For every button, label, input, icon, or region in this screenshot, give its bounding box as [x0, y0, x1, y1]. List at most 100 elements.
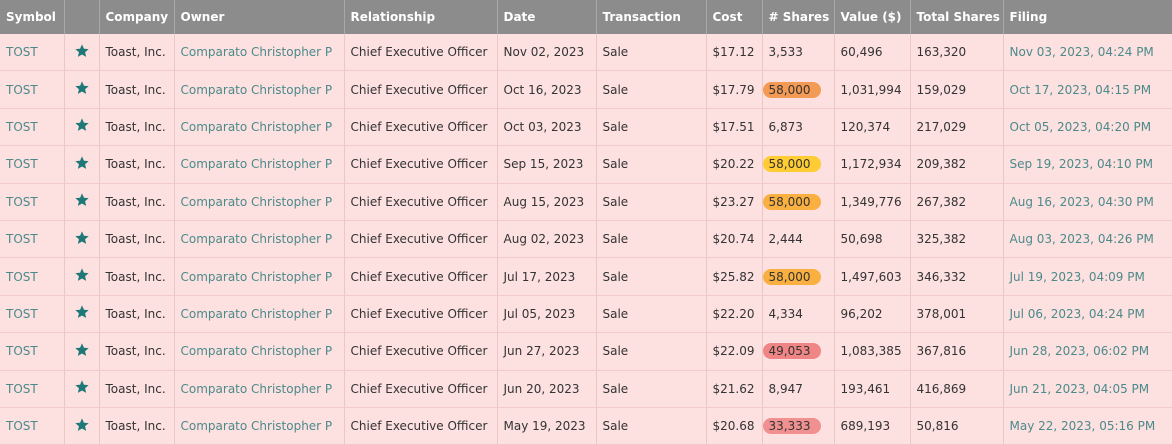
column-header[interactable]: Total Shares [910, 0, 1004, 34]
column-header[interactable]: Owner [174, 0, 345, 34]
company-cell: Toast, Inc. [99, 183, 175, 221]
watchlist-star[interactable] [74, 417, 90, 433]
table-row: TOST Toast, Inc. Comparato Christopher P Ch… [0, 34, 1172, 72]
watchlist-star[interactable] [74, 379, 90, 395]
symbol-cell: TOST [0, 220, 65, 259]
filing-link[interactable]: Jul 19, 2023, 04:09 PM [1009, 269, 1145, 284]
symbol-link[interactable]: TOST [6, 306, 38, 321]
filing-link[interactable]: Sep 19, 2023, 04:10 PM [1009, 157, 1153, 172]
symbol-link[interactable]: TOST [6, 194, 38, 209]
column-header[interactable]: Transaction [596, 0, 707, 34]
transaction-cell: Sale [596, 220, 707, 259]
filing-link[interactable]: Oct 05, 2023, 04:20 PM [1009, 119, 1152, 134]
owner-link[interactable]: Comparato Christopher P [180, 194, 333, 209]
watchlist-star[interactable] [74, 155, 90, 171]
owner-link[interactable]: Comparato Christopher P [180, 119, 333, 134]
watchlist-star[interactable] [74, 117, 90, 133]
cost-cell: $21.62 [706, 370, 763, 408]
watchlist-star[interactable] [74, 267, 90, 283]
watchlist-star[interactable] [74, 304, 90, 320]
filing-link[interactable]: May 22, 2023, 05:16 PM [1009, 419, 1156, 434]
cost-cell: $17.12 [706, 34, 763, 72]
filing-link[interactable]: Jul 06, 2023, 04:24 PM [1009, 306, 1145, 321]
owner-link[interactable]: Comparato Christopher P [180, 232, 333, 247]
owner-cell: Comparato Christopher P [174, 108, 345, 147]
relationship-cell: Chief Executive Officer [344, 34, 498, 72]
owner-link[interactable]: Comparato Christopher P [180, 82, 333, 97]
filing-cell: Jun 28, 2023, 06:02 PM [1003, 332, 1172, 371]
transaction-cell: Sale [596, 183, 707, 221]
owner-link[interactable]: Comparato Christopher P [180, 419, 333, 434]
cost-cell: $20.22 [706, 145, 763, 184]
table-row: TOST Toast, Inc. Comparato Christopher P Ch… [0, 407, 1172, 445]
column-header[interactable]: Value ($) [834, 0, 911, 34]
relationship-cell: Chief Executive Officer [344, 70, 498, 109]
star-cell [64, 34, 100, 72]
watchlist-star[interactable] [74, 80, 90, 96]
symbol-link[interactable]: TOST [6, 381, 38, 396]
owner-link[interactable]: Comparato Christopher P [180, 344, 333, 359]
filing-cell: Sep 19, 2023, 04:10 PM [1003, 145, 1172, 184]
owner-link[interactable]: Comparato Christopher P [180, 269, 333, 284]
shares-highlight: 58,000 [762, 193, 821, 210]
filing-link[interactable]: Nov 03, 2023, 04:24 PM [1009, 45, 1154, 60]
owner-link[interactable]: Comparato Christopher P [180, 45, 333, 60]
symbol-link[interactable]: TOST [6, 269, 38, 284]
owner-link[interactable]: Comparato Christopher P [180, 157, 333, 172]
symbol-cell: TOST [0, 407, 65, 445]
table-row: TOST Toast, Inc. Comparato Christopher P Ch… [0, 220, 1172, 259]
symbol-link[interactable]: TOST [6, 119, 38, 134]
symbol-link[interactable]: TOST [6, 232, 38, 247]
watchlist-star[interactable] [74, 192, 90, 208]
filing-link[interactable]: Oct 17, 2023, 04:15 PM [1009, 82, 1152, 97]
filing-link[interactable]: Aug 03, 2023, 04:26 PM [1009, 232, 1154, 247]
star-cell [64, 370, 100, 408]
owner-cell: Comparato Christopher P [174, 70, 345, 109]
column-header[interactable]: Date [497, 0, 597, 34]
column-header[interactable]: Filing [1003, 0, 1172, 34]
filing-link[interactable]: Aug 16, 2023, 04:30 PM [1009, 194, 1154, 209]
column-header[interactable]: Symbol [0, 0, 65, 34]
company-cell: Toast, Inc. [99, 145, 175, 184]
cost-cell: $20.68 [706, 407, 763, 445]
value-cell: 120,374 [834, 108, 911, 147]
watchlist-star[interactable] [74, 342, 90, 358]
table-row: TOST Toast, Inc. Comparato Christopher P Ch… [0, 332, 1172, 371]
column-header[interactable]: Relationship [344, 0, 498, 34]
column-header[interactable]: Company [99, 0, 175, 34]
filing-link[interactable]: Jun 28, 2023, 06:02 PM [1009, 344, 1150, 359]
total-shares-cell: 217,029 [910, 108, 1004, 147]
filing-cell: Oct 05, 2023, 04:20 PM [1003, 108, 1172, 147]
date-cell: Aug 15, 2023 [497, 183, 597, 221]
cost-cell: $25.82 [706, 257, 763, 296]
symbol-link[interactable]: TOST [6, 344, 38, 359]
column-header[interactable]: # Shares [762, 0, 835, 34]
watchlist-star[interactable] [74, 43, 90, 59]
owner-cell: Comparato Christopher P [174, 34, 345, 72]
column-header[interactable]: Cost [706, 0, 763, 34]
value-cell: 689,193 [834, 407, 911, 445]
filing-link[interactable]: Jun 21, 2023, 04:05 PM [1009, 381, 1150, 396]
table-row: TOST Toast, Inc. Comparato Christopher P Ch… [0, 257, 1172, 296]
owner-link[interactable]: Comparato Christopher P [180, 306, 333, 321]
shares-cell: 33,333 [762, 407, 835, 445]
shares-cell: 4,334 [762, 295, 835, 334]
symbol-link[interactable]: TOST [6, 157, 38, 172]
symbol-link[interactable]: TOST [6, 82, 38, 97]
shares-cell: 3,533 [762, 34, 835, 72]
table-row: TOST Toast, Inc. Comparato Christopher P Ch… [0, 183, 1172, 221]
owner-link[interactable]: Comparato Christopher P [180, 381, 333, 396]
transaction-cell: Sale [596, 332, 707, 371]
symbol-link[interactable]: TOST [6, 419, 38, 434]
owner-cell: Comparato Christopher P [174, 332, 345, 371]
star-cell [64, 220, 100, 259]
cost-cell: $22.20 [706, 295, 763, 334]
symbol-link[interactable]: TOST [6, 45, 38, 60]
transaction-cell: Sale [596, 295, 707, 334]
star-cell [64, 70, 100, 109]
cost-cell: $17.79 [706, 70, 763, 109]
watchlist-star[interactable] [74, 230, 90, 246]
star-cell [64, 108, 100, 147]
table-row: TOST Toast, Inc. Comparato Christopher P Ch… [0, 108, 1172, 147]
